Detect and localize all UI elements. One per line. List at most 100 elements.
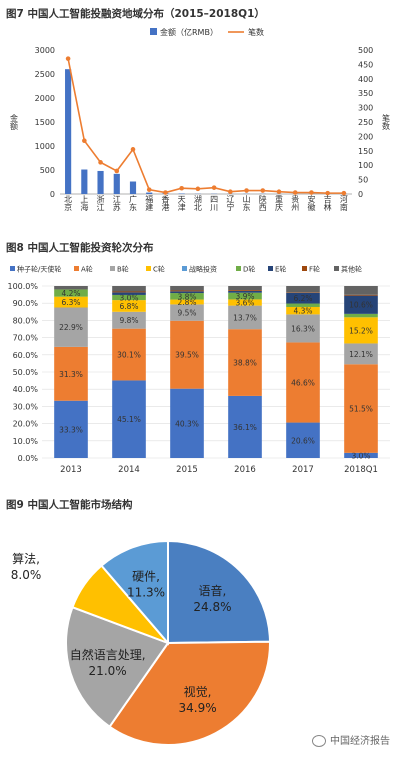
line-point-天津 — [179, 185, 184, 191]
y2-axis-label: 笔数 — [382, 113, 391, 131]
x-tick-label: 山东 — [242, 194, 251, 211]
data-label: 3.8% — [177, 292, 196, 301]
pie-label: 算法, — [12, 551, 40, 566]
fig9-title: 图9 中国人工智能市场结构 — [6, 499, 133, 511]
data-label: 6.3% — [61, 298, 80, 307]
data-label: 10.6% — [349, 301, 373, 310]
x-tick-label: 广东 — [129, 194, 138, 211]
y-axis-label: 金额 — [10, 113, 19, 131]
legend-swatch — [182, 266, 187, 271]
stack-segment-2017 — [286, 292, 320, 293]
data-label: 15.2% — [349, 326, 373, 335]
y-tick-label: 2500 — [35, 70, 55, 79]
stack-segment-2018Q1 — [344, 317, 378, 344]
y2-tick-label: 350 — [358, 89, 373, 98]
stack-segment-2016 — [228, 290, 262, 293]
stack-segment-2014 — [112, 291, 146, 293]
legend-label: D轮 — [243, 265, 255, 274]
data-label: 4.3% — [293, 307, 312, 316]
legend-label: 种子轮/天使轮 — [17, 265, 61, 274]
data-label: 39.5% — [175, 351, 199, 360]
x-tick-label: 香港 — [161, 194, 170, 212]
pie-slice-1 — [108, 640, 271, 746]
legend-label: C轮 — [153, 265, 165, 274]
stack-segment-2017 — [286, 286, 320, 293]
stack-segment-2018Q1 — [344, 364, 378, 453]
x-tick-label: 2014 — [118, 465, 140, 475]
x-tick-label: 天津 — [177, 195, 186, 212]
data-label: 38.8% — [233, 359, 257, 368]
stack-segment-2013 — [54, 346, 88, 401]
x-tick-label: 浙江 — [96, 194, 105, 212]
legend-label-count: 笔数 — [248, 27, 264, 37]
bar-广东 — [129, 181, 137, 194]
x-tick-label: 湖北 — [193, 195, 202, 212]
y-tick-label: 100.0% — [7, 282, 38, 291]
line-point-吉林 — [325, 190, 330, 196]
y2-tick-label: 200 — [358, 132, 373, 141]
line-point-辽宁 — [228, 189, 233, 194]
line-series-count — [67, 58, 344, 194]
stack-segment-2015 — [170, 286, 204, 291]
y-tick-label: 90.0% — [13, 299, 39, 308]
watermark-text: 中国经济报告 — [330, 736, 390, 747]
x-tick-label: 2017 — [292, 465, 314, 475]
line-point-江苏 — [114, 168, 120, 174]
pie-label: 语音, — [199, 583, 227, 598]
x-tick-label: 福建 — [145, 195, 154, 212]
stack-segment-2018Q1 — [344, 295, 378, 314]
region-investment-chart: 0 500 1000 1500 2000 2500 3000 0 50 100 150 200 250 3… — [10, 27, 391, 212]
stack-segment-2015 — [170, 299, 204, 305]
y2-tick-label: 300 — [358, 104, 373, 113]
pie-value: 21.0% — [89, 664, 127, 678]
line-point-重庆 — [276, 189, 282, 194]
y-tick-label: 3000 — [35, 46, 55, 55]
stack-segment-2015 — [170, 290, 204, 292]
y-tick-label: 30.0% — [13, 402, 39, 411]
stack-segment-2017 — [286, 342, 320, 423]
data-label: 20.6% — [291, 436, 315, 445]
data-label: 2.8% — [177, 298, 196, 307]
stack-segment-2017 — [286, 292, 320, 304]
watermark: 中国经济报告 — [312, 732, 390, 747]
stack-segment-2018Q1 — [344, 452, 378, 458]
data-label: 9.8% — [119, 316, 138, 325]
stack-segment-2016 — [228, 299, 262, 306]
stack-segment-2018Q1 — [344, 286, 378, 295]
legend-label: F轮 — [309, 265, 320, 274]
y2-tick-label: 50 — [358, 176, 368, 185]
pie-label: 硬件, — [132, 570, 160, 584]
legend-swatch — [74, 266, 79, 271]
stack-segment-2017 — [286, 314, 320, 343]
data-label: 3.9% — [235, 292, 254, 301]
round-distribution-chart: 种子轮/天使轮 A轮 B轮 C轮 战略投资 D轮 E轮 F轮 其他轮 0.0% 10.0% 20.0%… — [7, 265, 390, 475]
x-tick-label: 上海 — [80, 195, 89, 212]
x-tick-label: 2018Q1 — [344, 465, 378, 475]
line-point-安徽 — [309, 190, 314, 195]
legend-swatch — [334, 266, 339, 271]
pie-value: 24.8% — [193, 600, 231, 614]
pie-slice-4 — [100, 539, 169, 646]
stack-segment-2017 — [286, 422, 320, 458]
legend-swatch — [268, 266, 273, 271]
stack-segment-2013 — [54, 286, 88, 290]
data-label: 6.2% — [293, 294, 312, 303]
stack-segment-2014 — [112, 380, 146, 458]
legend-swatch — [110, 266, 115, 271]
legend-label: 其他轮 — [341, 265, 362, 274]
stack-segment-2016 — [228, 395, 262, 458]
fig8-title: 图8 中国人工智能投资轮次分布 — [6, 242, 154, 254]
data-label: 22.9% — [59, 323, 83, 332]
pie-value: 34.9% — [179, 701, 217, 715]
y2-tick-label: 0 — [358, 190, 363, 199]
bar-福建 — [146, 192, 153, 194]
legend-label: B轮 — [117, 265, 129, 274]
legend-swatch-amount — [150, 28, 157, 35]
x-tick-label: 2015 — [176, 465, 198, 475]
y-tick-label: 2000 — [35, 94, 55, 103]
pie-slice-2 — [65, 605, 170, 729]
stack-segment-2018Q1 — [344, 294, 378, 296]
x-tick-label: 2013 — [60, 465, 82, 475]
stack-segment-2013 — [54, 307, 88, 347]
line-point-浙江 — [98, 160, 103, 165]
